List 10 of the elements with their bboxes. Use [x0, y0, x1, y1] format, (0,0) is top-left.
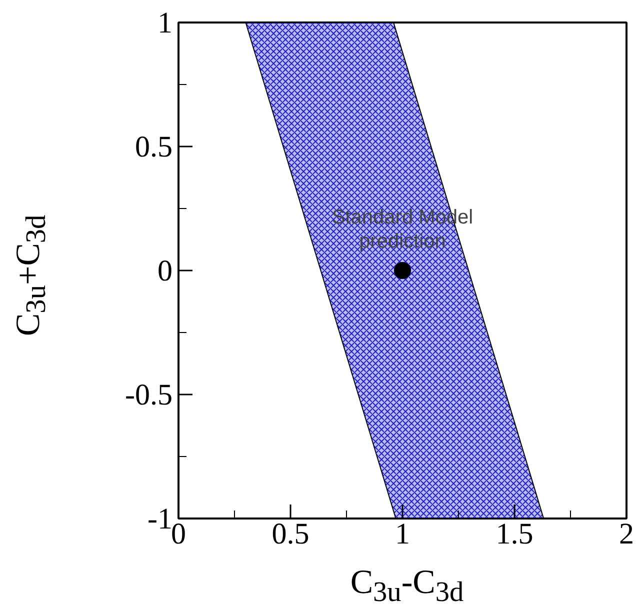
- y-tick-label: 0: [158, 254, 172, 288]
- y-tick-label: 0.5: [135, 130, 172, 164]
- x-axis-title: C$_{3u}$-C$_{3d}$: [350, 563, 464, 610]
- x-tick-label: 0.5: [272, 518, 310, 550]
- y-tick-label: -0.5: [125, 378, 173, 412]
- y-tick-label: -1: [148, 502, 173, 536]
- x-tick-label: 1.5: [496, 518, 534, 550]
- x-tick-label: 1: [395, 518, 410, 550]
- x-tick-label: 2: [619, 518, 634, 550]
- y-tick-label: 1: [158, 6, 172, 40]
